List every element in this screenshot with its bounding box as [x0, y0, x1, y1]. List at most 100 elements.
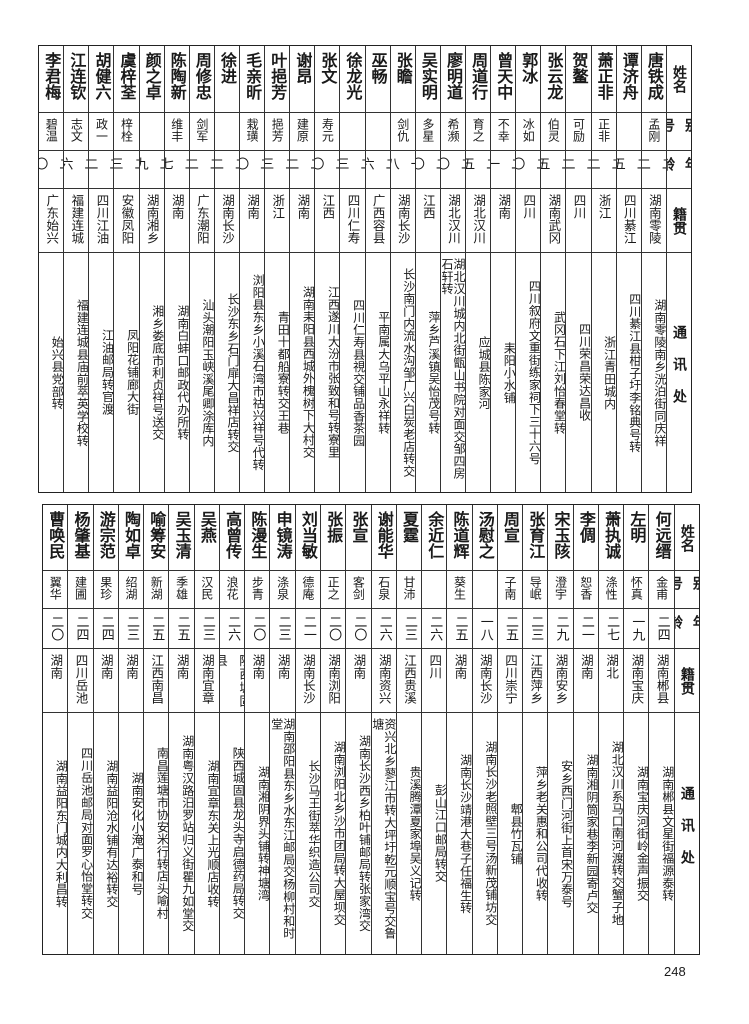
person-alias: 导岷 — [523, 571, 548, 609]
person-address: 湖北汉川系马口南河渡转交蟹子地 — [610, 741, 624, 926]
person-alias: 浪花 — [219, 571, 245, 609]
person-name: 巫畅 — [365, 46, 390, 113]
person-origin: 湖南长沙 — [295, 649, 321, 713]
person-address: 福建连城县庙前萃英学校转 — [75, 298, 89, 447]
person-name: 陶如卓 — [118, 505, 144, 571]
person-address: 湖南邵阳县东乡水东江邮局交杨柳村和时堂 — [270, 718, 295, 940]
person-address: 资兴北乡蓼江市转大坪圩乾元顺宝号交鲁塘 — [371, 718, 396, 940]
person-name: 萧正非 — [591, 46, 616, 113]
person-name: 张文 — [315, 46, 340, 113]
person-age: 二三 — [118, 609, 144, 649]
person-address: 湖南益阳沧水铺有达裕转交 — [104, 759, 118, 908]
person-record: 曹唤民 翼华 二〇 湖南 湖南益阳东门城内大利昌转 — [43, 505, 68, 954]
person-origin: 湖南湘乡 — [139, 189, 164, 253]
person-address: 长沙马王街萃华织造公司交 — [307, 759, 321, 908]
person-address: 武冈石下江刘怡春堂转 — [552, 311, 566, 434]
person-alias — [422, 571, 447, 609]
person-origin: 湖南武冈 — [541, 189, 566, 253]
person-origin: 湖南 — [164, 189, 189, 253]
person-record: 周道行育之二五湖北汉川应城县陈家河 — [465, 46, 491, 492]
person-age: 二二 — [641, 151, 666, 189]
person-alias — [340, 113, 365, 151]
person-name: 吴玉清 — [169, 505, 194, 571]
person-origin: 湖南资兴 — [371, 649, 396, 713]
person-address: 浙江青田城内 — [602, 335, 616, 410]
person-name: 唐铁成 — [641, 46, 666, 113]
person-age: 二三 — [340, 151, 365, 189]
person-alias — [472, 571, 497, 609]
person-name: 周宣 — [497, 505, 523, 571]
person-address: 湖南粤汉路汨罗站归义街瞿九如堂交 — [180, 735, 194, 932]
person-address: 湖南长沙西乡柏叶铺邮局转张家湾交 — [357, 735, 371, 932]
person-record: 吴玉清 季雄 二五 湖南 湖南粤汉路汨罗站归义街瞿九如堂交 — [168, 505, 194, 954]
person-address: 汕头潮阳玉峡溪尾卿涂库内 — [200, 298, 214, 447]
person-name: 周道行 — [466, 46, 491, 113]
person-address: 凤阳花铺廊大街 — [125, 329, 139, 416]
person-address: 应城县陈家河 — [477, 335, 491, 410]
person-record: 贺鳌可励二二四川四川荣昌荣达昌收 — [565, 46, 591, 492]
person-origin: 湖南 — [270, 649, 295, 713]
header-name: 姓名 — [674, 505, 699, 571]
person-age: 一八 — [472, 609, 497, 649]
header-name: 姓名 — [666, 46, 691, 113]
person-alias: 寿元 — [315, 113, 340, 151]
person-record: 谢能华 石泉 二六 湖南资兴 资兴北乡蓼江市转大坪圩乾元顺宝号交鲁塘 — [370, 505, 396, 954]
person-origin: 湖南浏阳 — [321, 649, 346, 713]
person-name: 江连钦 — [64, 46, 89, 113]
person-origin: 浙江 — [591, 189, 616, 253]
person-alias: 建圃 — [68, 571, 93, 609]
person-record: 毛亲昕栽璜二〇湖南浏阳县东乡小溪石湾市祜兴祥号代转 — [239, 46, 265, 492]
person-record: 高曾传浪花二六陕西城固县陕西城固县龙头寺启德药局转交 — [218, 505, 245, 954]
person-record: 叶挹芳挹芳二三浙江青田十都船寮转交王巷 — [264, 46, 290, 492]
person-alias: 多星 — [415, 113, 440, 151]
person-age: 二〇 — [240, 151, 265, 189]
person-age: 二六 — [365, 151, 390, 189]
person-record: 游宗范 果珍 二四 湖南 湖南益阳沧水铺有达裕转交 — [92, 505, 118, 954]
person-age: 二五 — [144, 609, 169, 649]
person-alias: 育之 — [466, 113, 491, 151]
person-record: 江连钦志文二六福建连城福建连城县庙前萃英学校转 — [63, 46, 89, 492]
person-record: 颜之卓二九湖南湘乡湘乡娄底市利贞祥号送交 — [138, 46, 164, 492]
person-address: 湖南湘阴界头铺转神塘湾 — [256, 765, 270, 902]
person-origin: 四川 — [516, 189, 541, 253]
header-column: 姓名 别号 年龄 籍贯 通讯处 — [673, 505, 699, 954]
person-age: 二二 — [591, 151, 616, 189]
person-origin: 湖北汉川 — [466, 189, 491, 253]
person-name: 李倜 — [573, 505, 598, 571]
person-record: 陈道辉 葵生 二五 湖南 湖南长沙靖港大巷子任福生转 — [446, 505, 472, 954]
person-alias: 葵生 — [447, 571, 472, 609]
person-record: 申镜涛 涤泉 二三 湖南 湖南邵阳县东乡水东江邮局交杨柳村和时堂 — [269, 505, 295, 954]
person-name: 毛亲昕 — [240, 46, 265, 113]
person-record: 徐龙光二三四川仁寿四川仁寿县視交铺品香茶园 — [339, 46, 365, 492]
person-alias: 涤性 — [598, 571, 624, 609]
person-alias: 挹芳 — [265, 113, 290, 151]
person-alias: 可励 — [566, 113, 591, 151]
person-address: 四川荣昌荣达昌收 — [577, 323, 591, 422]
person-name: 张云龙 — [541, 46, 566, 113]
person-address: 长沙东乡石门扉大昌祥店转交 — [226, 292, 240, 453]
person-origin: 广西容县 — [365, 189, 390, 253]
person-name: 杨肇基 — [68, 505, 93, 571]
person-origin: 四川 — [422, 649, 447, 713]
person-record: 张宣 客剑 二〇 湖南 湖南长沙西乡柏叶铺邮局转张家湾交 — [345, 505, 371, 954]
person-age: 一八 — [390, 151, 415, 189]
person-name: 周修忠 — [189, 46, 214, 113]
person-origin: 湖南安乡 — [548, 649, 573, 713]
person-origin: 四川崇宁 — [497, 649, 523, 713]
person-origin: 广东潮阳 — [189, 189, 214, 253]
person-record: 胡健六政一二二四川江油江油邮局转官渡 — [88, 46, 114, 492]
person-alias: 甘沛 — [396, 571, 422, 609]
person-alias: 果珍 — [93, 571, 118, 609]
header-address: 通讯处 — [670, 324, 687, 421]
person-name: 萧执诚 — [598, 505, 624, 571]
person-age: 二五 — [616, 151, 641, 189]
person-name: 余近仁 — [422, 505, 447, 571]
person-age: 二五 — [541, 151, 566, 189]
person-address: 江西遂川大汾市张致和号转寮里 — [326, 286, 340, 459]
person-name: 左明 — [624, 505, 649, 571]
person-address: 萍乡老关惠和公司代收转 — [534, 765, 548, 902]
person-origin: 湖南长沙 — [390, 189, 415, 253]
person-name: 刘当敏 — [295, 505, 321, 571]
person-address: 萍乡芦溪镇吴怡茂号转 — [426, 311, 440, 434]
person-record: 吴燕 汉民 二三 湖南宜章 湖南宜章东关上光顺店收转 — [193, 505, 219, 954]
